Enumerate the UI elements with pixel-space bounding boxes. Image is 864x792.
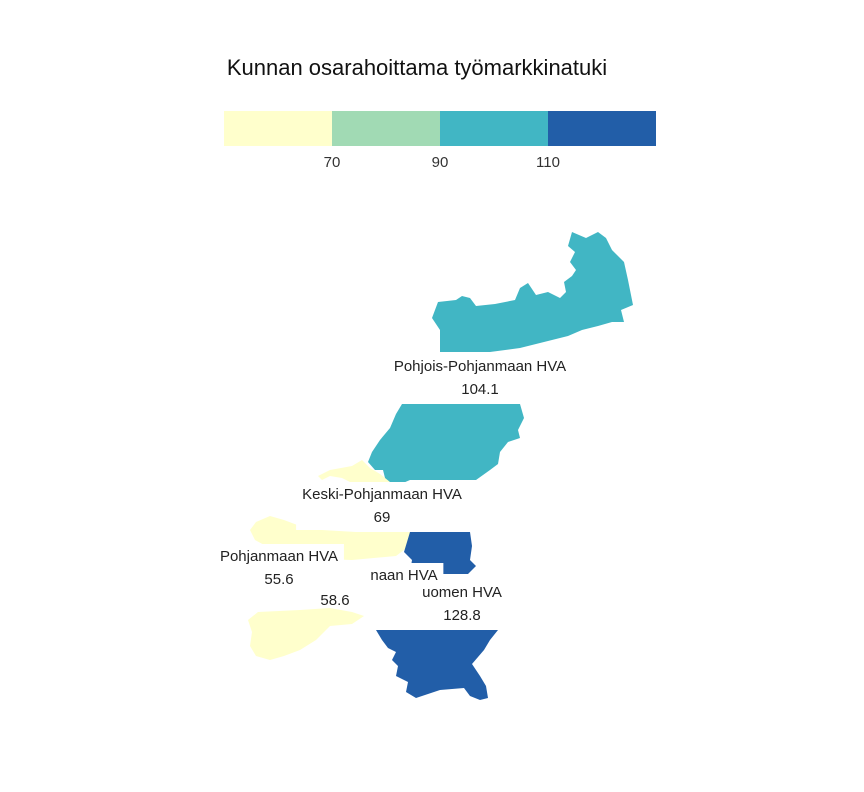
region-value: 55.6 [264,571,294,588]
region-keski-pohjanmaa-b[interactable] [318,460,390,482]
legend-tick-70: 70 [323,154,341,171]
region-value: 104.1 [461,381,499,398]
region-label-suomen: uomen HVA 128.8 [416,580,508,628]
region-value: 69 [373,509,391,526]
legend-swatch-4 [548,111,656,146]
legend-tick-110: 110 [536,154,560,171]
region-name: Pohjanmaan HVA [219,548,339,565]
region-label-pohjanmaa: Pohjanmaan HVA 55.6 [213,544,345,592]
region-label-pohjois-pohjanmaa: Pohjois-Pohjanmaan HVA 104.1 [387,354,573,402]
region-etela-pohjanmaa-small[interactable] [248,608,364,660]
map-title: Kunnan osarahoittama työmarkkinatuki [226,55,608,80]
legend-swatch-1 [224,111,332,146]
region-value: 58.6 [320,592,350,609]
legend-swatch-3 [440,111,548,146]
region-suomen-blue-b[interactable] [376,630,498,700]
region-value: 128.8 [443,607,481,624]
region-label-keski-pohjanmaa: Keski-Pohjanmaan HVA 69 [296,482,468,530]
legend-swatch-2 [332,111,440,146]
region-label-naan: naan HVA [330,563,444,588]
region-name: naan HVA [370,567,438,584]
color-legend [224,111,656,146]
region-name: Keski-Pohjanmaan HVA [302,486,462,503]
region-pohjois-pohjanmaa[interactable] [432,232,633,352]
region-name: uomen HVA [422,584,502,601]
region-value-naan: 58.6 [314,588,355,613]
legend-tick-90: 90 [431,154,449,171]
region-keski-pohjanmaa-a[interactable] [368,404,524,486]
region-name: Pohjois-Pohjanmaan HVA [393,358,567,375]
